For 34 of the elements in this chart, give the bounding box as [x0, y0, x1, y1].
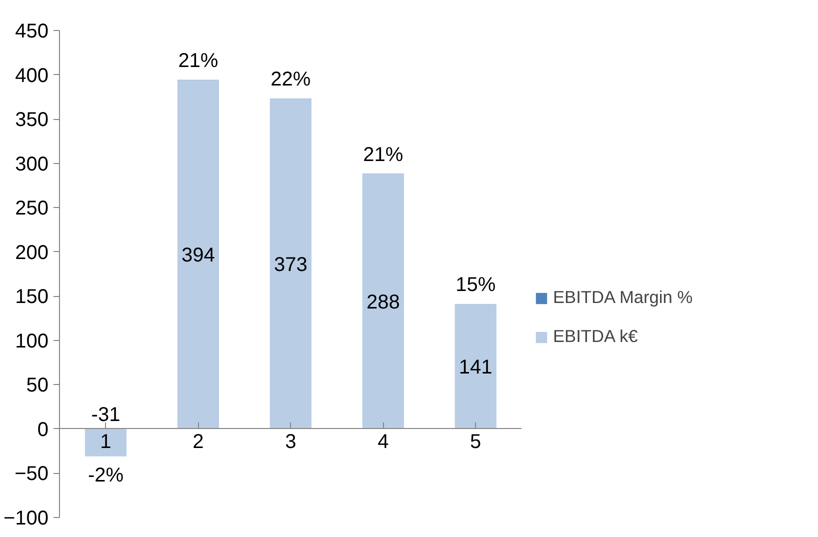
bar: [454, 304, 496, 429]
y-tick-label: 300: [15, 153, 49, 176]
data-label: 373: [274, 254, 308, 276]
data-label: -2%: [88, 464, 124, 486]
data-label: 22%: [270, 68, 311, 90]
bar: [84, 428, 127, 456]
legend-label: EBITDA Margin %: [553, 287, 693, 308]
y-tick-label: −50: [14, 463, 49, 486]
data-label: 394: [182, 244, 215, 267]
data-label: 288: [366, 291, 400, 314]
data-label: 141: [458, 356, 492, 379]
bar: [270, 98, 312, 429]
y-tick-label: 450: [15, 20, 49, 42]
data-label: 21%: [178, 50, 218, 72]
y-tick-label: 250: [15, 198, 49, 220]
y-tick-label: 150: [15, 286, 49, 308]
y-tick-label: 400: [15, 64, 49, 87]
data-label: 21%: [363, 144, 404, 166]
legend-label: EBITDA k€: [553, 326, 638, 347]
bar: [177, 80, 220, 429]
x-tick-label: 2: [192, 430, 204, 453]
data-label: 15%: [456, 274, 496, 296]
data-label: -31: [91, 404, 120, 426]
x-tick-label: 3: [285, 430, 296, 453]
bar: [362, 174, 404, 429]
y-tick-label: 50: [26, 374, 49, 397]
y-tick-label: 200: [15, 242, 49, 264]
y-tick-label: 0: [37, 418, 48, 441]
y-tick-label: 350: [15, 109, 49, 132]
x-tick-label: 1: [100, 430, 112, 453]
x-tick-label: 4: [378, 430, 389, 453]
y-tick-label: 100: [15, 330, 49, 352]
y-tick-label: −100: [3, 508, 49, 530]
x-tick-label: 5: [470, 430, 482, 453]
